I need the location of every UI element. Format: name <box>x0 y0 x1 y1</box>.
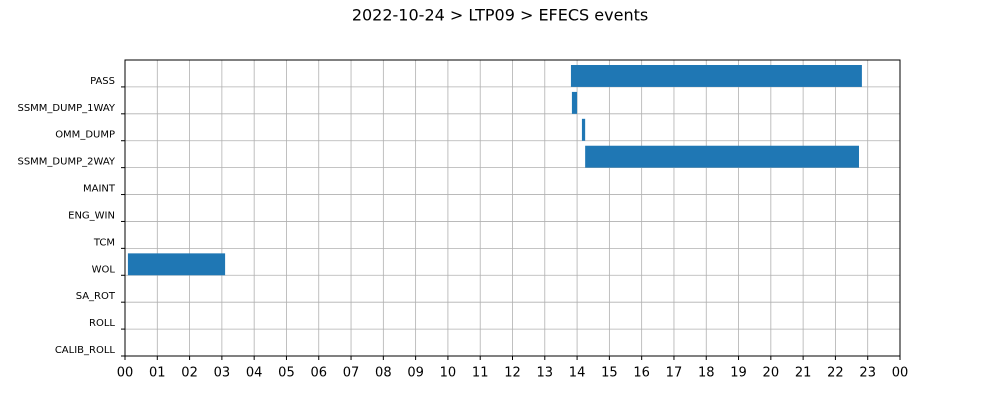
bar <box>581 118 586 141</box>
y-tick-label: SSMM_DUMP_2WAY <box>17 157 115 168</box>
plot-frame <box>124 59 901 357</box>
y-tick-label: WOL <box>92 264 116 275</box>
bar <box>570 65 862 87</box>
bar <box>127 253 226 276</box>
x-tick-label: 14 <box>569 366 586 381</box>
x-tick-label: 13 <box>537 366 554 381</box>
x-tick-label: 02 <box>181 366 198 381</box>
bar <box>585 145 859 168</box>
x-tick-label: 00 <box>892 366 909 381</box>
x-tick-label: 12 <box>504 366 521 381</box>
x-tick-label: 05 <box>278 366 295 381</box>
y-tick-label: MAINT <box>83 184 116 195</box>
x-tick-label: 17 <box>666 366 683 381</box>
x-tick-label: 08 <box>375 366 392 381</box>
x-tick-label: 23 <box>859 366 876 381</box>
x-tick-label: 03 <box>214 366 231 381</box>
y-tick-label: PASS <box>90 76 115 87</box>
x-tick-label: 10 <box>440 366 457 381</box>
y-tick-label: ENG_WIN <box>68 210 115 221</box>
y-tick-label: ROLL <box>89 318 115 329</box>
x-tick-label: 16 <box>633 366 650 381</box>
x-tick-label: 19 <box>730 366 747 381</box>
x-tick-label: 09 <box>407 366 424 381</box>
x-tick-label: 11 <box>472 366 489 381</box>
y-tick-label: CALIB_ROLL <box>55 345 116 356</box>
x-tick-label: 04 <box>246 366 263 381</box>
x-tick-label: 21 <box>795 366 812 381</box>
x-tick-label: 18 <box>698 366 715 381</box>
x-tick-label: 00 <box>117 366 134 381</box>
x-tick-label: 01 <box>149 366 166 381</box>
chart-title: 2022-10-24 > LTP09 > EFECS events <box>352 6 648 25</box>
x-tick-label: 20 <box>763 366 780 381</box>
y-tick-label: SA_ROT <box>76 291 116 302</box>
bar <box>571 91 578 114</box>
x-tick-label: 06 <box>310 366 327 381</box>
x-tick-label: 07 <box>343 366 360 381</box>
y-tick-label: TCM <box>93 237 115 248</box>
y-tick-label: OMM_DUMP <box>55 130 115 141</box>
x-tick-label: 22 <box>827 366 844 381</box>
y-tick-label: SSMM_DUMP_1WAY <box>17 103 115 114</box>
x-tick-label: 15 <box>601 366 618 381</box>
